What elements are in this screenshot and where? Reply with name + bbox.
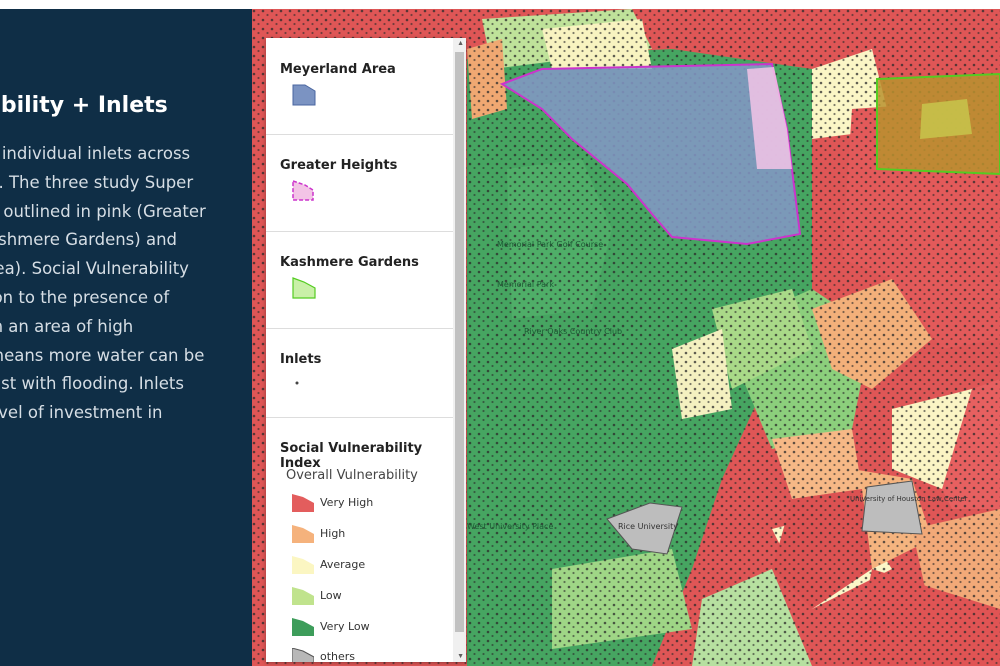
map-label-rice: Rice University	[618, 522, 678, 531]
legend-panel[interactable]: chevron-down-icon Meyerland Area Greater…	[266, 38, 466, 662]
greater-heights-swatch-icon	[292, 180, 314, 201]
legend-svi-title: Social Vulnerability Index	[280, 441, 423, 471]
story-line: in an area of high	[0, 316, 134, 336]
legend-meyerland-title: Meyerland Area	[280, 62, 396, 77]
kashmere-swatch-icon	[292, 277, 316, 299]
story-line: s individual inlets across	[0, 144, 191, 163]
very-low-swatch-icon	[292, 618, 314, 636]
university-houston-area	[861, 480, 923, 535]
low-swatch-icon	[292, 587, 314, 605]
average-swatch-icon	[292, 556, 314, 574]
legend-svi-subtitle: Overall Vulnerability	[286, 468, 418, 483]
svi-class-label: Average	[320, 558, 366, 571]
map-label-river-oaks: River Oaks Country Club	[524, 327, 622, 336]
legend-scrollbar[interactable]: ▲ ▼	[453, 38, 466, 662]
story-line: evel of investment in	[0, 403, 163, 423]
legend-greater-heights: Greater Heights	[266, 134, 453, 232]
svi-class-label: Very Low	[320, 620, 370, 633]
top-bar	[0, 0, 1000, 9]
greater-heights-pink-tract	[747, 67, 792, 169]
rice-university-area	[606, 502, 683, 555]
legend-meyerland: Meyerland Area	[266, 38, 453, 135]
others-swatch-icon	[292, 648, 314, 662]
svi-class-label: Low	[320, 589, 342, 602]
svi-class-label: others	[320, 650, 356, 662]
legend-kashmere: Kashmere Gardens	[266, 231, 453, 329]
legend-scrollbar-thumb[interactable]	[455, 52, 464, 632]
legend-greater-heights-title: Greater Heights	[280, 158, 398, 173]
legend-inlets-title: Inlets	[280, 352, 322, 367]
very-high-swatch-icon	[292, 494, 314, 512]
svi-class-label: Very High	[320, 496, 374, 509]
story-line: n. The three study Super	[0, 172, 194, 192]
story-body: s individual inlets across n. The three …	[0, 140, 252, 428]
map-label-west-university: West University Place	[467, 522, 553, 531]
kashmere-gardens-tract	[920, 99, 972, 139]
scroll-down-arrow-icon[interactable]: ▼	[457, 653, 464, 660]
meyerland-swatch-icon	[292, 84, 316, 106]
story-title: ability + Inlets	[0, 93, 168, 118]
map-label-memorial-golf: Memorial Park Golf Course	[497, 240, 603, 249]
map-label-uh-law: University of Houston Law Center	[850, 495, 968, 503]
story-line: means more water can be	[0, 345, 205, 365]
high-swatch-icon	[292, 525, 314, 543]
story-line: ashmere Gardens) and	[0, 230, 178, 250]
scroll-up-arrow-icon[interactable]: ▲	[457, 40, 464, 47]
story-line: ion to the presence of	[0, 287, 170, 307]
legend-kashmere-title: Kashmere Gardens	[280, 255, 419, 270]
inlet-point-icon	[295, 381, 299, 385]
story-line: e outlined in pink (Greater	[0, 201, 206, 221]
story-panel: ability + Inlets s individual inlets acr…	[0, 9, 252, 666]
map-label-memorial-park: Memorial Park	[497, 280, 554, 289]
legend-inlets: Inlets	[266, 328, 453, 418]
map-view[interactable]: Memorial Park Golf Course Memorial Park …	[252, 9, 1000, 666]
svi-class-label: High	[320, 527, 346, 540]
story-line: rea). Social Vulnerability	[0, 259, 189, 279]
greater-heights-area[interactable]	[499, 62, 802, 246]
story-line: sist with flooding. Inlets	[0, 374, 184, 394]
